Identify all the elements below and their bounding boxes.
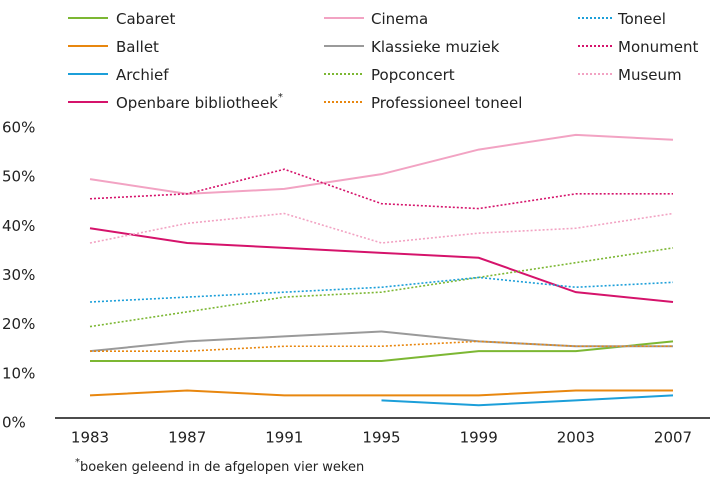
footnote-marker: * (75, 457, 80, 468)
y-tick-label: 20% (2, 315, 35, 333)
series-line (89, 227, 674, 303)
legend-text: Monument (618, 38, 698, 56)
legend-text: Ballet (116, 38, 159, 56)
y-tick-label: 10% (2, 364, 35, 382)
x-tick-label: 2007 (654, 429, 692, 447)
y-tick-label: 60% (2, 119, 35, 137)
series-line (381, 394, 674, 407)
legend-text: Archief (116, 66, 169, 84)
y-tick-label: 50% (2, 168, 35, 186)
x-tick-label: 1987 (168, 429, 206, 447)
legend-label: Museum (618, 66, 682, 84)
x-tick-label: 1999 (460, 429, 498, 447)
legend-label: Popconcert (371, 66, 455, 84)
series-line (89, 133, 674, 195)
footnote-text: boeken geleend in de afgelopen vier weke… (80, 460, 364, 475)
legend-label: Klassieke muziek (371, 38, 500, 56)
legend-label: Openbare bibliotheek* (116, 92, 283, 112)
series-line (89, 276, 674, 303)
legend-text: Popconcert (371, 66, 455, 84)
legend-label: Professioneel toneel (371, 94, 522, 112)
series-line (90, 340, 673, 352)
legend-text: Professioneel toneel (371, 94, 522, 112)
y-tick-label: 40% (2, 217, 35, 235)
legend-text: Museum (618, 66, 682, 84)
x-tick-label: 1983 (71, 429, 109, 447)
legend-text: Klassieke muziek (371, 38, 500, 56)
y-tick-label: 0% (2, 414, 26, 432)
series-line (89, 212, 674, 244)
series-line (90, 340, 674, 362)
legend-label: Ballet (116, 38, 159, 56)
legend-label: Archief (116, 66, 169, 84)
legend-label: Monument (618, 38, 698, 56)
x-tick-label: 2003 (557, 429, 595, 447)
legend-label: Cabaret (116, 10, 175, 28)
series-line (89, 247, 674, 328)
series-line (89, 330, 673, 353)
legend-label: Cinema (371, 10, 428, 28)
legend-text: Openbare bibliotheek (116, 94, 278, 112)
legend-text: Cabaret (116, 10, 175, 28)
legend-text: Toneel (617, 10, 666, 28)
footnote: *boeken geleend in de afgelopen vier wek… (75, 457, 364, 475)
y-tick-label: 30% (2, 266, 35, 284)
legend-label: Toneel (617, 10, 666, 28)
legend-text: Cinema (371, 10, 428, 28)
x-tick-label: 1991 (265, 429, 303, 447)
x-tick-label: 1995 (362, 429, 400, 447)
footnote-marker: * (278, 92, 283, 103)
series-line (89, 389, 673, 397)
series-line (89, 168, 673, 210)
